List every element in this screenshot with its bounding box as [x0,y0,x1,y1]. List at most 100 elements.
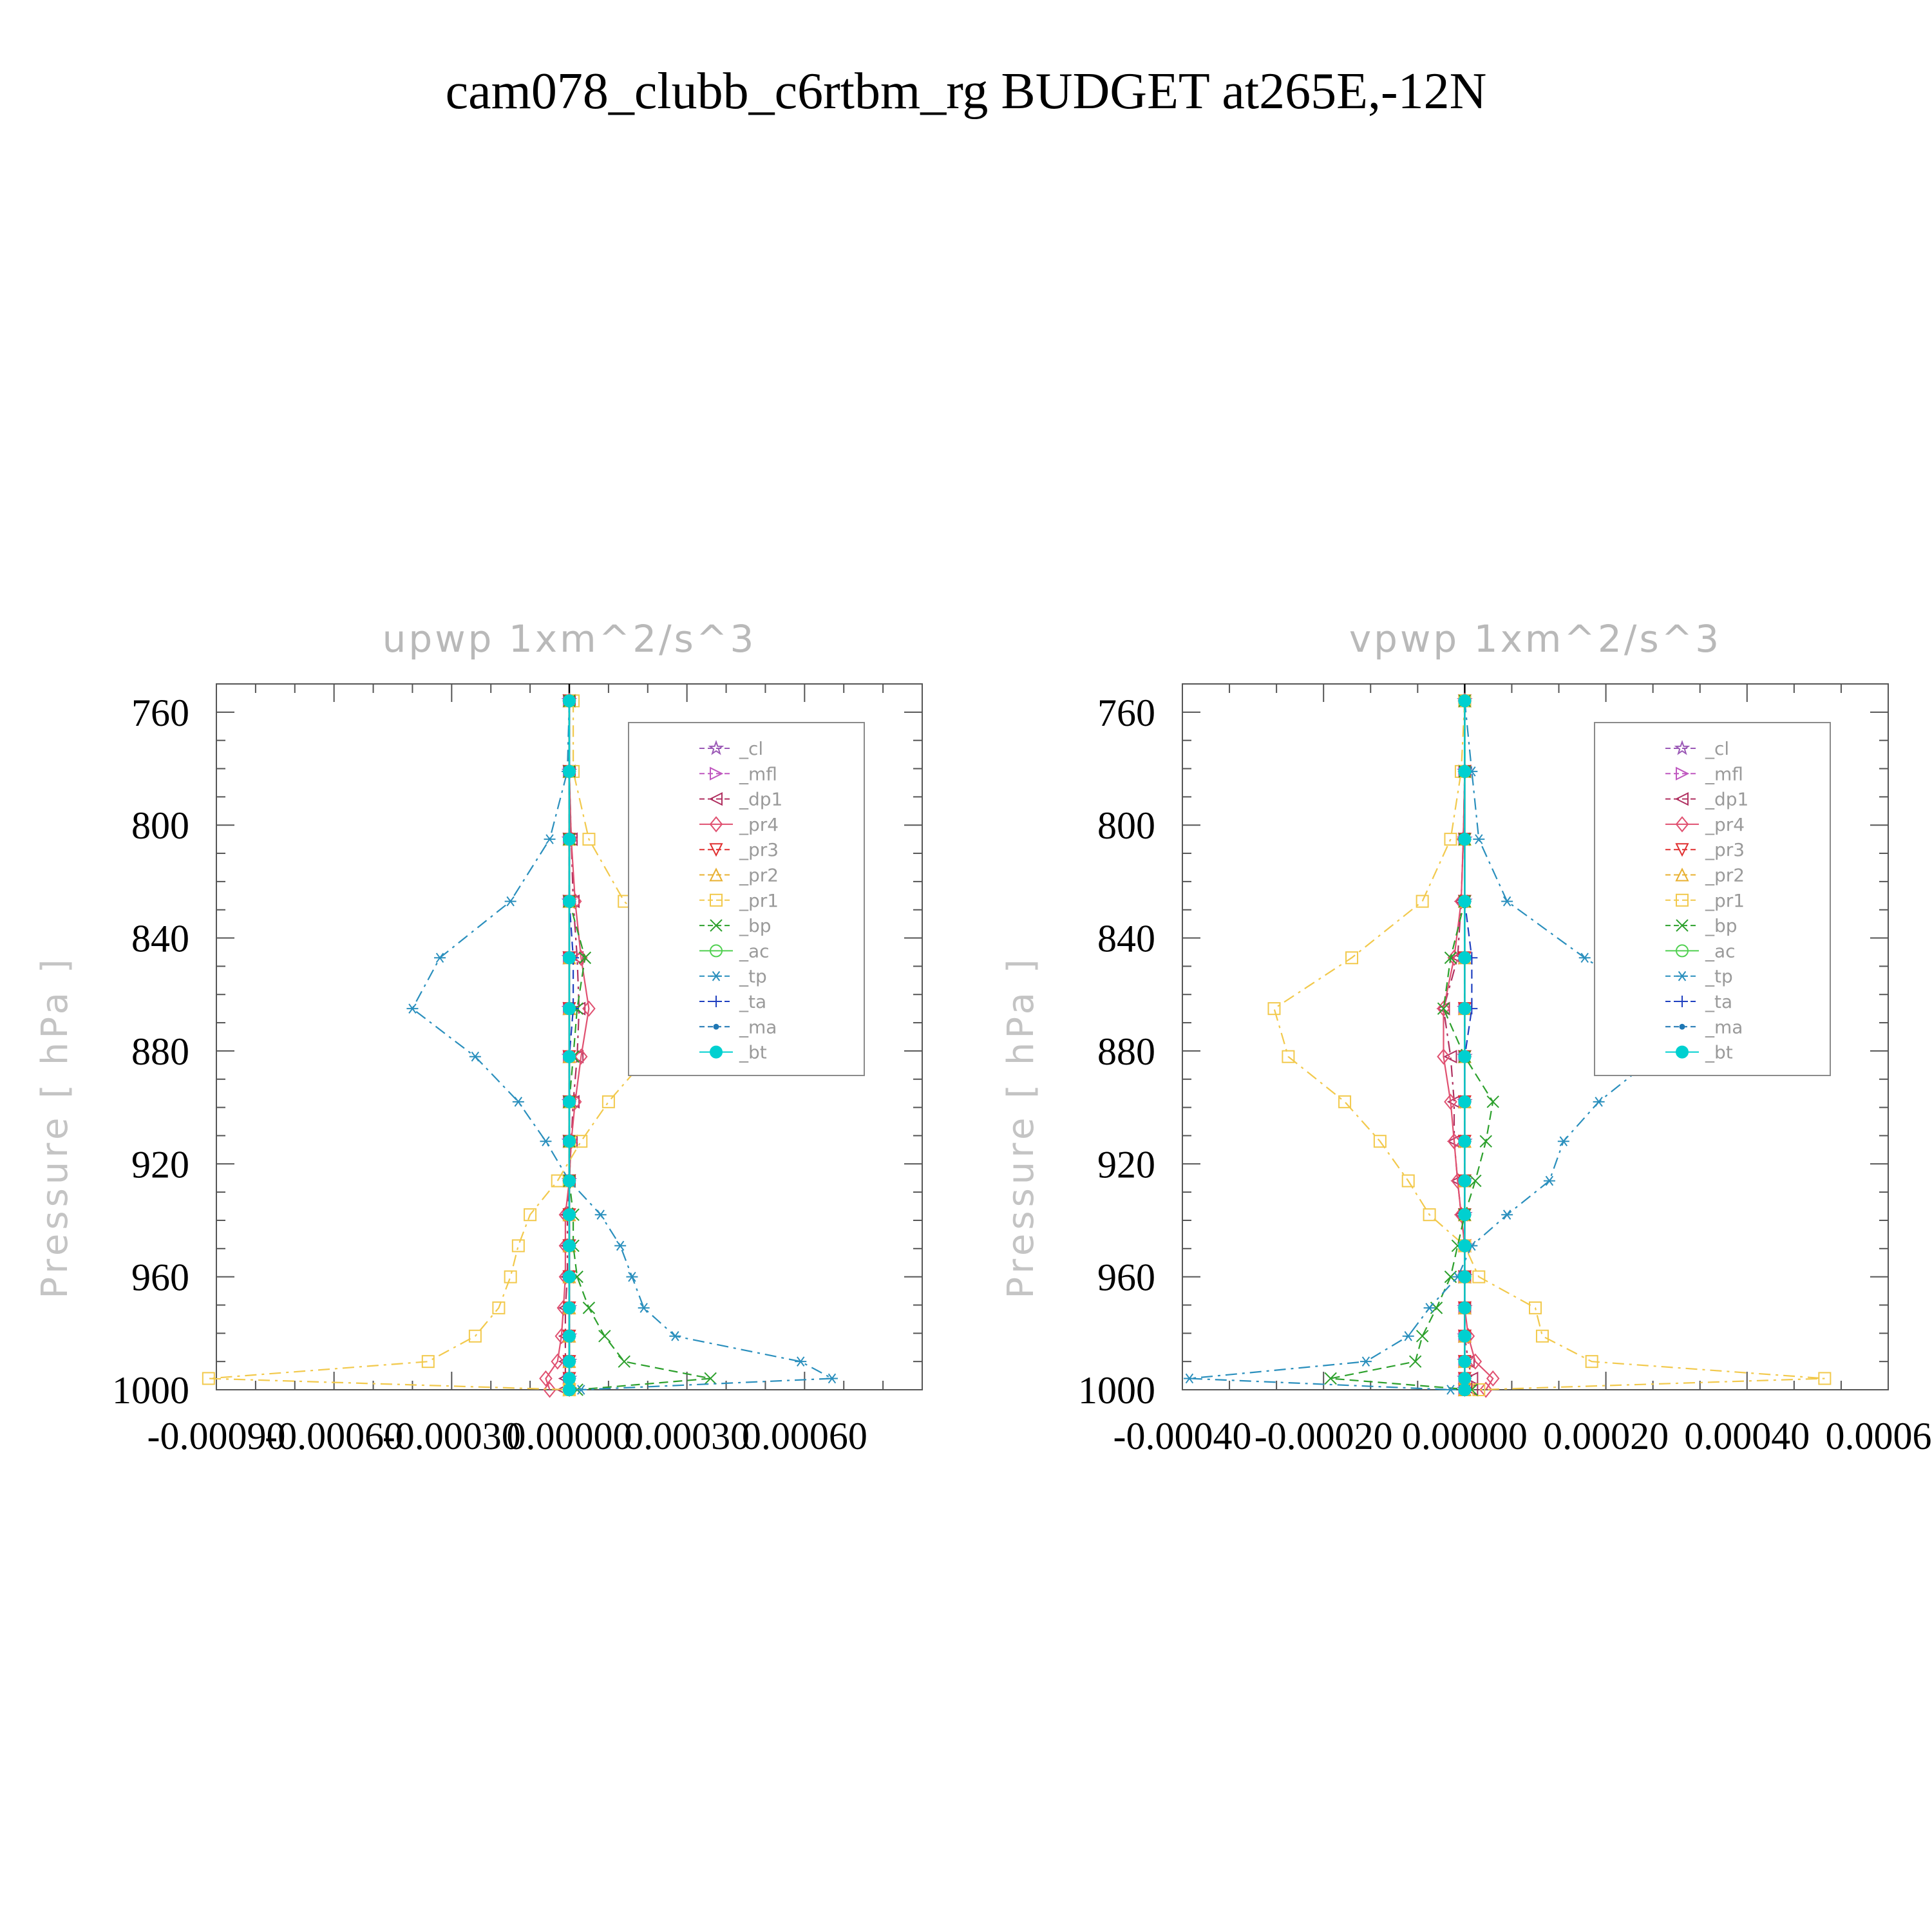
panel-title: upwp 1xm^2/s^3 [383,617,757,661]
x-tick-label: 0.00000 [507,1415,632,1457]
legend-entry: _pr4 [1665,814,1745,835]
data-point [1472,1383,1486,1396]
y-tick-label: 920 [131,1143,189,1186]
data-point [601,1095,615,1108]
legend-label: _cl [1705,738,1729,759]
data-point [563,1174,576,1188]
legend-box [628,722,865,1076]
data-point [1416,895,1429,908]
legend-marker [709,843,723,857]
legend-marker [1675,867,1689,882]
series-group [1183,692,1832,1398]
legend-marker [710,919,723,932]
chart-panel-1: upwp 1xm^2/s^3 Pressure [ hPa ] 760 800 840 8… [34,617,923,1457]
legend-entry: _tp [699,966,767,987]
data-point [492,1301,506,1314]
y-tick-label: 960 [1097,1256,1155,1299]
series-line [208,701,704,1391]
data-point [578,951,592,964]
data-point [202,1372,215,1385]
legend-marker [1676,893,1689,907]
data-point [1444,951,1457,964]
data-point [1458,1372,1472,1385]
legend-marker [710,766,724,781]
data-point [1447,1133,1461,1150]
legend: _cl _mfl _dp1 _pr4 _pr3 _pr2 _pr1 _bp _ac _tp _ta _… [1594,722,1831,1076]
data-point [1458,1174,1472,1188]
data-point [582,1000,596,1017]
legend-label: _pr3 [739,839,779,860]
legend-entry: _cl [1665,738,1729,759]
legend-marker [710,1045,723,1059]
data-point [1373,1135,1387,1148]
data-point [1437,1048,1450,1065]
legend-label: _pr1 [1705,890,1745,911]
x-tick-label: -0.00030 [383,1415,521,1457]
legend-marker [710,971,722,981]
data-point [1416,1329,1429,1343]
legend-entry: _bp [1665,915,1738,936]
data-point [544,834,556,844]
series-line [562,701,580,1390]
data-point [421,1355,435,1368]
legend-label: _bp [1705,915,1738,936]
series-dp1 [556,694,586,1397]
data-point [539,1370,553,1387]
data-point [1529,1301,1542,1314]
data-point [598,1329,611,1343]
data-point [614,1240,627,1251]
y-tick-label: 880 [131,1030,189,1073]
data-point [563,1239,576,1253]
data-point [618,1355,630,1368]
data-point [1479,1381,1493,1398]
y-tick-label: 840 [131,918,189,960]
data-point [571,1001,586,1016]
data-point [1401,1174,1415,1188]
data-point [1437,1000,1450,1017]
legend-label: _pr4 [1705,814,1745,835]
data-point [1557,1136,1569,1147]
y-tick-label: 840 [1097,918,1155,960]
data-point [563,1002,576,1016]
chart-panels: upwp 1xm^2/s^3 Pressure [ hPa ] 760 800 840 8… [34,617,1932,1457]
chart-panel-2: vpwp 1xm^2/s^3 Pressure [ hPa ] 760 800 840 8… [1000,617,1932,1457]
data-point [582,833,596,846]
legend-label: _ac [1705,940,1736,961]
x-tick-label: -0.00020 [1255,1415,1393,1457]
data-point [563,1301,576,1314]
data-point [1444,1385,1457,1395]
legend-marker [1674,791,1689,806]
legend-entry: _ta [699,991,766,1012]
legend-label: _mfl [1705,763,1743,784]
legend-marker [1674,740,1690,755]
legend-entry: _bt [699,1042,767,1063]
data-point [575,1385,587,1395]
legend-label: _ma [739,1016,777,1037]
legend-entry: _pr2 [699,865,779,886]
x-tick-label: 0.00060 [1826,1415,1932,1457]
legend-label: _dp1 [739,789,782,810]
series-line [1443,701,1494,1390]
legend-label: _dp1 [1705,789,1748,810]
data-point [1469,1174,1482,1188]
data-point [563,1329,576,1343]
legend-label: _bp [739,915,772,936]
series-pr4 [1437,692,1500,1398]
legend-label: _ta [739,991,766,1012]
y-axis-label: Pressure [ hPa ] [1000,955,1042,1298]
data-point [1486,1095,1499,1108]
legend-label: _cl [739,738,763,759]
data-point [543,1381,556,1398]
data-point [1458,1383,1472,1396]
data-point [563,1135,576,1148]
data-point [563,1372,576,1385]
legend-entry: _pr4 [699,814,779,835]
data-point [1473,834,1485,844]
legend-entry: _pr3 [699,839,779,860]
series-line [1464,701,1473,1390]
data-point [1444,1094,1457,1110]
legend-entry: _cl [699,738,763,759]
data-point [563,1270,576,1283]
data-point [1458,1329,1472,1343]
x-tick-label: 0.00030 [624,1415,750,1457]
